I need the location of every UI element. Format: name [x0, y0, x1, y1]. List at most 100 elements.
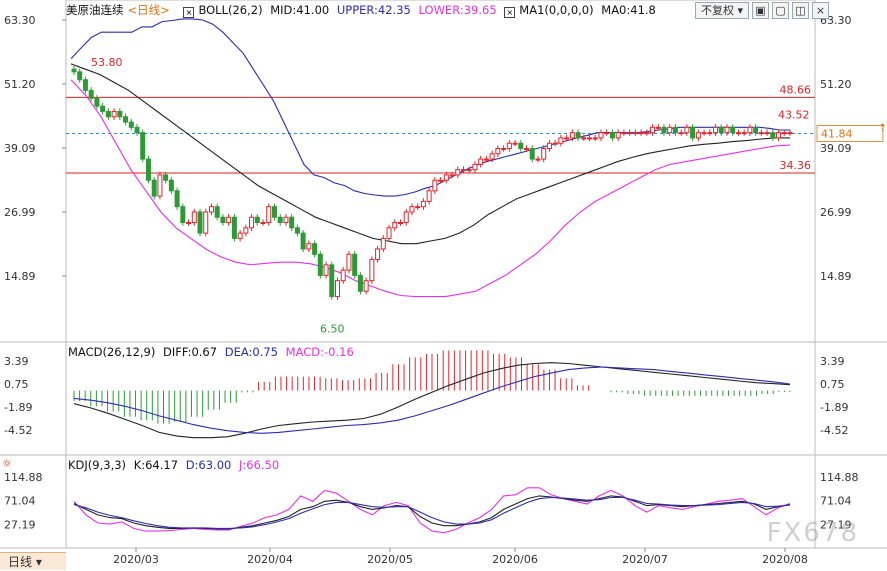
boll-lower: LOWER:39.65	[418, 3, 497, 17]
adjust-dropdown[interactable]: 不复权 ▾	[695, 2, 749, 19]
macd-dea-line	[73, 366, 791, 434]
candle	[340, 269, 346, 282]
candle	[157, 174, 163, 197]
kdj-tick-right: 27.19	[820, 519, 852, 532]
candle	[352, 253, 358, 276]
candle	[718, 126, 724, 134]
candle	[140, 132, 146, 160]
zoom-out-button[interactable]: ▢	[772, 2, 789, 19]
close-icon[interactable]: ×	[812, 2, 829, 19]
y-tick-label-right: 14.89	[820, 270, 852, 283]
y-tick-label-left: 39.09	[4, 142, 36, 155]
zoom-in-button[interactable]: ▣	[752, 2, 769, 19]
candle	[621, 132, 627, 135]
period-tab-label: 日线	[8, 555, 33, 569]
candle	[312, 243, 318, 255]
macd-tick-right: -4.52	[820, 424, 848, 437]
candle	[369, 259, 375, 282]
candle	[363, 280, 369, 292]
macd-dea: DEA:0.75	[224, 345, 279, 359]
boll-label: BOLL(26,2)	[198, 3, 263, 17]
candle	[575, 132, 581, 139]
period-tab[interactable]: 日线 ▾	[0, 552, 66, 570]
candle	[770, 132, 776, 139]
candle	[546, 142, 552, 150]
candle	[632, 132, 638, 135]
candle	[214, 206, 220, 218]
candle	[266, 206, 272, 224]
kdj-legend: KDJ(9,3,3) K:64.17 D:63.00 J:66.50	[68, 458, 283, 472]
period-label[interactable]: <日线>	[127, 3, 170, 17]
candle	[501, 148, 507, 151]
candle	[117, 110, 123, 118]
x-tick-label: 2020/03	[113, 553, 159, 566]
candle	[713, 126, 719, 134]
ma-toggle-icon[interactable]: ×	[504, 7, 516, 18]
candle	[123, 116, 129, 123]
macd-legend: MACD(26,12,9) DIFF:0.67 DEA:0.75 MACD:-0…	[68, 345, 358, 359]
candle	[329, 264, 335, 298]
x-tick-label: 2020/05	[367, 553, 413, 566]
settings-icon: ☼	[2, 457, 12, 470]
candle	[386, 227, 392, 239]
kdj-d: D:63.00	[185, 458, 232, 472]
candle	[300, 232, 306, 250]
candle	[650, 126, 656, 134]
kdj-k: K:64.17	[133, 458, 179, 472]
candle	[587, 137, 593, 140]
candle	[781, 132, 787, 135]
candle	[753, 126, 759, 134]
macd-tick-left: 0.75	[4, 378, 29, 391]
macd-value: MACD:-0.16	[285, 345, 354, 359]
candle	[461, 169, 467, 172]
candle	[82, 79, 88, 91]
macd-tick-left: 3.39	[4, 355, 29, 368]
boll-upper: UPPER:42.35	[336, 3, 411, 17]
boll-toggle-icon[interactable]: ×	[183, 7, 195, 18]
candle	[449, 174, 455, 177]
x-tick-label: 2020/07	[622, 553, 668, 566]
candle	[249, 216, 255, 229]
candle	[478, 158, 484, 165]
candle	[764, 132, 770, 135]
candle	[409, 206, 415, 213]
kdj-k-line	[73, 495, 791, 530]
candle	[346, 253, 352, 271]
candle	[592, 137, 598, 140]
candle	[168, 179, 174, 192]
candle	[581, 137, 587, 140]
candle	[180, 206, 186, 224]
macd-tick-right: 3.39	[820, 355, 845, 368]
macd-tick-left: -4.52	[4, 424, 32, 437]
candle	[787, 132, 793, 135]
candle	[524, 148, 530, 151]
candle	[495, 148, 501, 155]
candle	[197, 211, 203, 234]
candle	[644, 132, 650, 135]
candle	[701, 132, 707, 135]
candle	[598, 132, 604, 139]
candle	[707, 132, 713, 135]
candle	[174, 190, 180, 208]
low-annotation: 6.50	[320, 322, 345, 335]
y-tick-label-left: 26.99	[4, 206, 36, 219]
candle	[569, 132, 575, 139]
candle	[220, 216, 226, 224]
y-tick-label-right: 39.09	[820, 142, 852, 155]
candle	[443, 174, 449, 181]
candle	[730, 126, 736, 134]
candle	[724, 126, 730, 134]
candle	[506, 142, 512, 150]
macd-label: MACD(26,12,9)	[68, 345, 156, 359]
kdj-tick-right: 114.88	[820, 471, 859, 484]
candle	[483, 158, 489, 161]
expand-button[interactable]: ◫	[792, 2, 809, 19]
candle	[690, 126, 696, 139]
candle	[100, 105, 106, 112]
candle	[254, 216, 260, 224]
candle	[758, 132, 764, 135]
kdj-tick-right: 71.04	[820, 495, 852, 508]
x-tick-label: 2020/04	[247, 553, 293, 566]
candle	[88, 89, 94, 99]
macd-tick-right: 0.75	[820, 378, 845, 391]
